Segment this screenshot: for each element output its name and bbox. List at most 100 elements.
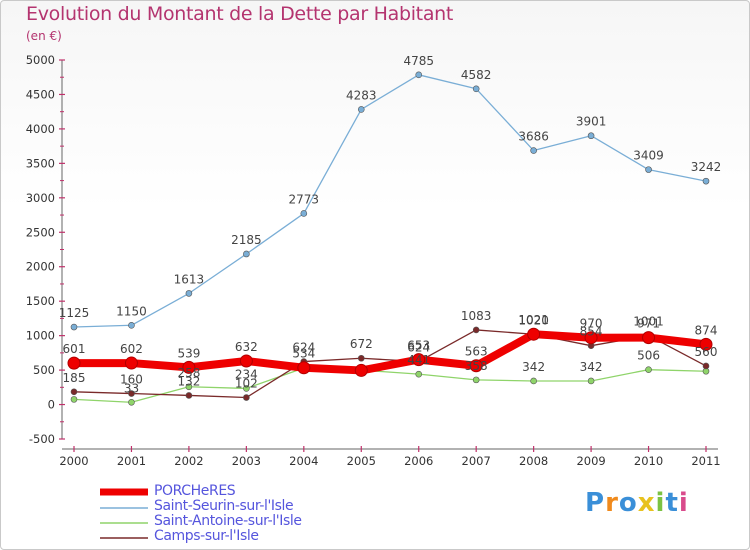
legend-label-porcheres: PORCHeRES xyxy=(154,483,236,499)
series-saint-antoine-sur-l-isle xyxy=(70,364,710,406)
x-tick-label: 2009 xyxy=(576,454,605,468)
data-point-camps-sur-l-isle xyxy=(243,394,250,401)
data-point-porcheres xyxy=(297,361,311,375)
data-point-saint-seurin-sur-l-isle xyxy=(357,106,365,113)
data-label-porcheres: 653 xyxy=(407,339,430,353)
data-label-saint-seurin-sur-l-isle: 2773 xyxy=(289,192,320,206)
data-point-porcheres xyxy=(67,356,81,370)
data-point-porcheres xyxy=(584,331,598,345)
data-point-porcheres xyxy=(124,356,138,370)
series-line-saint-antoine-sur-l-isle xyxy=(73,367,707,403)
legend-swatch-saint-seurin xyxy=(100,507,148,509)
data-point-camps-sur-l-isle xyxy=(702,362,710,370)
x-tick-label: 2001 xyxy=(117,454,146,468)
data-point-porcheres xyxy=(354,363,368,377)
y-tick-label: 5000 xyxy=(26,53,55,67)
logo-letter: P xyxy=(585,488,606,518)
logo-letter: o xyxy=(618,488,638,518)
data-label-camps-sur-l-isle: 102 xyxy=(235,377,258,391)
data-label-saint-antoine-sur-l-isle: 234 xyxy=(235,367,258,381)
y-tick-label: 0 xyxy=(48,398,55,412)
data-point-saint-antoine-sur-l-isle xyxy=(128,398,135,406)
data-label-camps-sur-l-isle: 1001 xyxy=(633,315,664,329)
series-porcheres xyxy=(67,327,713,377)
data-label-porcheres: 602 xyxy=(120,342,143,356)
data-label-camps-sur-l-isle: 624 xyxy=(407,341,430,355)
data-point-saint-antoine-sur-l-isle xyxy=(645,366,652,373)
data-label-saint-seurin-sur-l-isle: 2185 xyxy=(231,233,262,247)
data-point-saint-seurin-sur-l-isle xyxy=(300,210,308,217)
y-tick-label: 1000 xyxy=(26,329,55,343)
data-label-saint-seurin-sur-l-isle: 1150 xyxy=(116,304,147,318)
x-tick-label: 2002 xyxy=(174,454,203,468)
data-label-saint-seurin-sur-l-isle: 3901 xyxy=(576,115,607,129)
data-point-camps-sur-l-isle xyxy=(70,388,78,396)
data-label-porcheres: 874 xyxy=(695,323,718,337)
data-label-saint-antoine-sur-l-isle: 441 xyxy=(407,353,430,367)
series-line-porcheres xyxy=(70,330,710,375)
data-point-camps-sur-l-isle xyxy=(472,326,480,334)
y-tick-label: 2500 xyxy=(26,225,55,239)
proxiti-logo: Proxiti xyxy=(585,488,689,518)
data-label-porcheres: 971 xyxy=(637,317,660,331)
y-tick-label: 500 xyxy=(33,363,55,377)
data-point-porcheres xyxy=(699,337,713,351)
data-label-camps-sur-l-isle: 132 xyxy=(177,374,200,388)
data-point-saint-antoine-sur-l-isle xyxy=(185,383,193,391)
data-label-saint-antoine-sur-l-isle: 33 xyxy=(124,381,139,395)
legend-label-saint-seurin: Saint-Seurin-sur-l'Isle xyxy=(154,498,294,514)
data-point-saint-seurin-sur-l-isle xyxy=(530,147,537,154)
data-point-saint-seurin-sur-l-isle xyxy=(70,323,78,331)
legend-swatch-porcheres xyxy=(100,488,148,496)
data-point-saint-seurin-sur-l-isle xyxy=(702,177,710,185)
data-point-saint-antoine-sur-l-isle xyxy=(472,376,480,384)
data-point-porcheres xyxy=(642,331,656,345)
series-line-camps-sur-l-isle xyxy=(73,329,707,399)
data-point-porcheres xyxy=(239,354,253,368)
chart-title: Evolution du Montant de la Dette par Hab… xyxy=(26,3,454,25)
x-tick-label: 2005 xyxy=(347,454,376,468)
legend-swatch-saint-antoine xyxy=(100,522,148,524)
data-label-camps-sur-l-isle: 672 xyxy=(350,337,373,351)
x-tick-label: 2003 xyxy=(232,454,261,468)
data-point-saint-seurin-sur-l-isle xyxy=(185,290,193,297)
legend-swatch-camps xyxy=(100,537,148,539)
y-tick-label: 3000 xyxy=(26,191,55,205)
data-label-saint-seurin-sur-l-isle: 1125 xyxy=(59,306,90,320)
y-tick-label: 4000 xyxy=(26,122,55,136)
x-tick-label: 2004 xyxy=(289,454,318,468)
data-label-saint-seurin-sur-l-isle: 4785 xyxy=(403,54,434,68)
legend-label-camps: Camps-sur-l'Isle xyxy=(154,528,259,544)
data-label-camps-sur-l-isle: 160 xyxy=(120,373,143,387)
data-label-saint-seurin-sur-l-isle: 4582 xyxy=(461,68,492,82)
data-label-camps-sur-l-isle: 1083 xyxy=(461,309,492,323)
data-point-porcheres xyxy=(182,360,196,374)
data-point-saint-seurin-sur-l-isle xyxy=(243,250,250,258)
y-tick-label: 4500 xyxy=(26,87,55,101)
y-tick-label: 3500 xyxy=(26,156,55,170)
data-label-saint-antoine-sur-l-isle: 342 xyxy=(580,360,603,374)
logo-letter: r xyxy=(605,488,619,518)
chart-subtitle: (en €) xyxy=(26,29,62,43)
logo-letter: i xyxy=(678,488,689,518)
data-label-camps-sur-l-isle: 624 xyxy=(292,341,315,355)
x-tick-label: 2007 xyxy=(462,454,491,468)
data-point-saint-antoine-sur-l-isle xyxy=(530,377,537,385)
data-label-camps-sur-l-isle: 1020 xyxy=(518,313,549,327)
data-point-saint-seurin-sur-l-isle xyxy=(472,85,480,93)
legend-label-saint-antoine: Saint-Antoine-sur-l'Isle xyxy=(154,513,302,529)
x-tick-label: 2008 xyxy=(519,454,548,468)
y-tick-label: -500 xyxy=(29,432,55,446)
data-point-saint-antoine-sur-l-isle xyxy=(587,377,595,385)
data-point-porcheres xyxy=(527,327,541,341)
data-point-saint-antoine-sur-l-isle xyxy=(415,370,423,378)
y-tick-label: 1500 xyxy=(26,294,55,308)
series-saint-seurin-sur-l-isle xyxy=(70,71,710,331)
data-point-saint-antoine-sur-l-isle xyxy=(243,385,250,392)
series-camps-sur-l-isle xyxy=(70,326,710,401)
data-label-porcheres: 601 xyxy=(63,342,86,356)
data-label-porcheres: 632 xyxy=(235,340,258,354)
data-point-saint-seurin-sur-l-isle xyxy=(587,132,595,140)
data-point-porcheres xyxy=(469,359,483,373)
